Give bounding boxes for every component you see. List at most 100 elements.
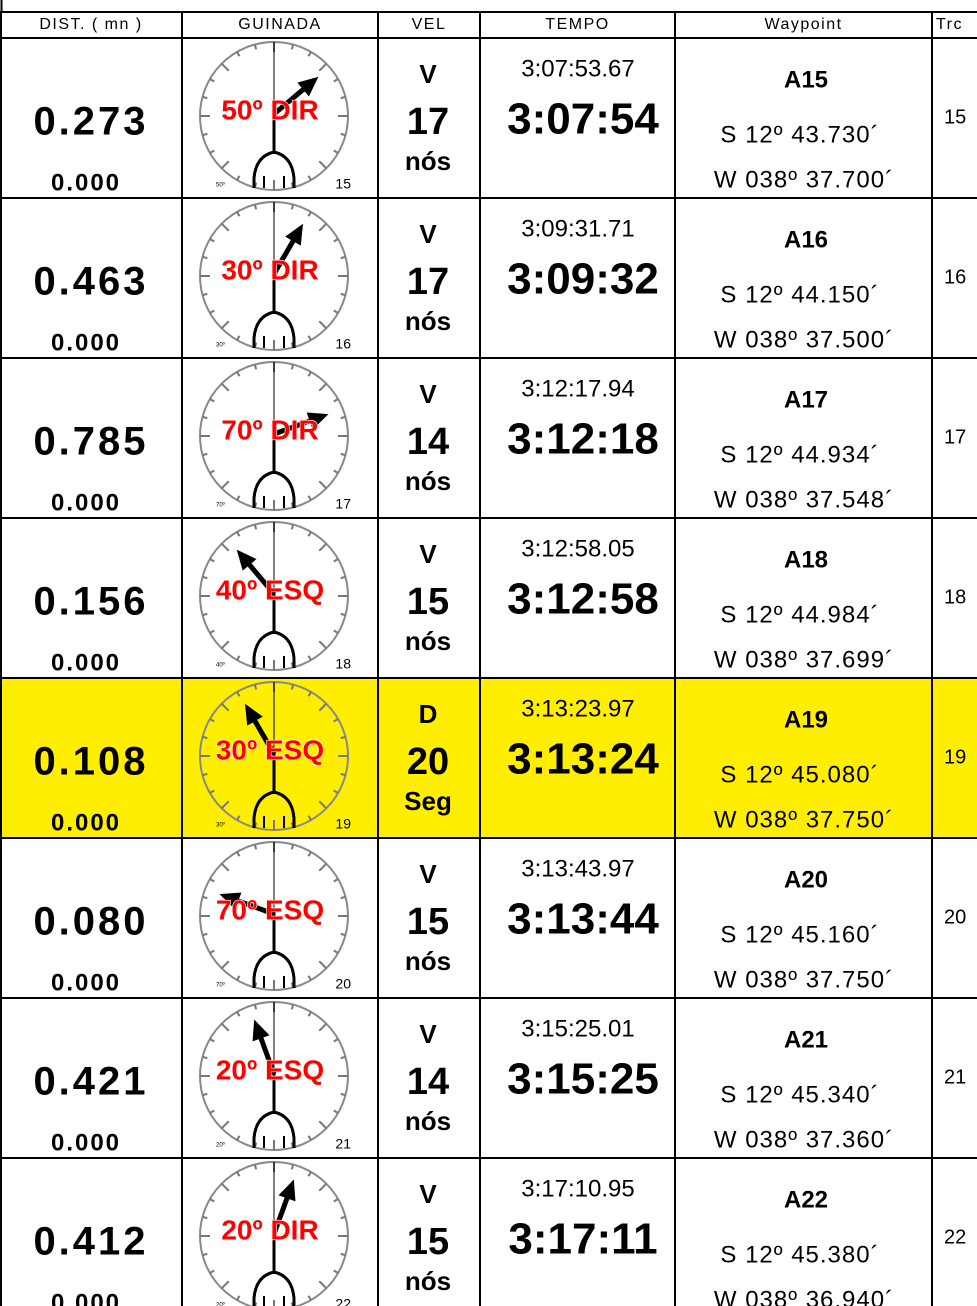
waypoint: A20 bbox=[784, 866, 828, 893]
vel-mode: V bbox=[419, 1179, 437, 1209]
compass-tick bbox=[307, 1295, 312, 1301]
longitude: W 038º 37.548´ bbox=[714, 486, 894, 513]
compass-tick bbox=[253, 44, 258, 50]
distance: 0.080 bbox=[33, 900, 148, 944]
compass-tick bbox=[318, 862, 328, 872]
compass-tick bbox=[307, 1011, 312, 1017]
time-precise: 3:12:58.05 bbox=[521, 535, 634, 562]
latitude: S 12º 44.984´ bbox=[720, 601, 879, 628]
compass-tick bbox=[202, 452, 208, 457]
time-precise: 3:13:43.97 bbox=[521, 855, 634, 882]
compass-tick bbox=[202, 95, 208, 100]
compass-tick bbox=[202, 415, 208, 420]
compass-tick bbox=[290, 44, 295, 50]
compass-tick bbox=[209, 1109, 215, 1114]
compass-tick bbox=[290, 524, 295, 530]
header-cell: GUINADA bbox=[238, 16, 321, 33]
compass-tick bbox=[333, 469, 339, 474]
time-precise: 3:07:53.67 bbox=[521, 55, 634, 82]
time: 3:13:44 bbox=[507, 895, 659, 944]
vel-unit: nós bbox=[405, 146, 451, 176]
compass-tick bbox=[209, 238, 215, 243]
vel-value: 17 bbox=[407, 101, 449, 143]
turn-arrowhead bbox=[219, 892, 242, 910]
compass-tick bbox=[220, 222, 230, 232]
compass-tick bbox=[307, 975, 312, 981]
compass-tick bbox=[202, 132, 208, 137]
distance-sub: 0.000 bbox=[51, 1129, 121, 1156]
header-cell: VEL bbox=[412, 16, 447, 33]
time-precise: 3:12:17.94 bbox=[521, 375, 634, 402]
waypoint: A21 bbox=[784, 1026, 828, 1053]
compass-tick bbox=[202, 932, 208, 937]
turn-arrow bbox=[272, 83, 310, 116]
compass-tick bbox=[318, 1280, 328, 1290]
distance: 0.785 bbox=[33, 420, 148, 464]
latitude: S 12º 45.340´ bbox=[720, 1081, 879, 1108]
compass-tick bbox=[202, 292, 208, 297]
compass-tick bbox=[220, 62, 230, 72]
compass-tick bbox=[318, 1120, 328, 1130]
time: 3:07:54 bbox=[507, 95, 659, 144]
boat bbox=[252, 1270, 296, 1306]
scale-label: 20º bbox=[216, 1142, 226, 1149]
compass-tick bbox=[220, 382, 230, 392]
compass-tick bbox=[253, 204, 258, 210]
compass-tick bbox=[318, 542, 328, 552]
compass-tick bbox=[318, 1182, 328, 1192]
compass-tick bbox=[318, 800, 328, 810]
waypoint: A19 bbox=[784, 706, 828, 733]
header-cell: Waypoint bbox=[764, 16, 842, 33]
scale-label: 40º bbox=[216, 662, 226, 669]
compass-tick bbox=[340, 772, 346, 777]
vel-value: 14 bbox=[407, 1061, 449, 1103]
waypoint: A18 bbox=[784, 546, 828, 573]
compass-tick bbox=[340, 1252, 346, 1257]
compass-tick bbox=[333, 1198, 339, 1203]
compass-tick bbox=[236, 655, 241, 661]
compass-tick bbox=[220, 1120, 230, 1130]
compass-tick bbox=[307, 371, 312, 377]
compass-tick bbox=[333, 238, 339, 243]
turn-arrow bbox=[271, 1191, 292, 1235]
compass-index: 18 bbox=[335, 656, 351, 672]
compass-tick bbox=[253, 364, 258, 370]
compass-tick bbox=[236, 691, 241, 697]
header-cell: DIST. ( mn ) bbox=[39, 16, 142, 33]
scale-label: 70º bbox=[216, 982, 226, 989]
turn-arrow bbox=[243, 558, 276, 596]
compass-tick bbox=[202, 895, 208, 900]
vel-unit: nós bbox=[405, 946, 451, 976]
vel-value: 20 bbox=[407, 741, 449, 783]
turn-label: 20º DIR bbox=[221, 1214, 318, 1245]
compass-tick bbox=[307, 1171, 312, 1177]
compass-tick bbox=[253, 1164, 258, 1170]
compass-tick bbox=[307, 851, 312, 857]
compass-tick bbox=[209, 789, 215, 794]
latitude: S 12º 45.080´ bbox=[720, 761, 879, 788]
latitude: S 12º 45.160´ bbox=[720, 921, 879, 948]
trc: 19 bbox=[944, 746, 966, 768]
compass-tick bbox=[340, 575, 346, 580]
boat bbox=[252, 310, 296, 348]
vel-value: 15 bbox=[407, 901, 449, 943]
compass-tick bbox=[340, 1215, 346, 1220]
compass-tick bbox=[236, 1171, 241, 1177]
turn-label: 30º ESQ bbox=[216, 734, 324, 765]
vel-value: 15 bbox=[407, 1221, 449, 1263]
longitude: W 038º 37.360´ bbox=[714, 1126, 894, 1153]
compass-index: 16 bbox=[335, 336, 351, 352]
compass-tick bbox=[333, 878, 339, 883]
compass-tick bbox=[340, 95, 346, 100]
compass-tick bbox=[318, 160, 328, 170]
vel-unit: nós bbox=[405, 306, 451, 336]
turn-arrowhead bbox=[278, 1179, 296, 1202]
waypoint: A22 bbox=[784, 1186, 828, 1213]
compass-tick bbox=[340, 292, 346, 297]
turn-arrowhead bbox=[252, 1019, 270, 1042]
vel-mode: V bbox=[419, 859, 437, 889]
compass-tick bbox=[253, 844, 258, 850]
compass-tick bbox=[209, 469, 215, 474]
